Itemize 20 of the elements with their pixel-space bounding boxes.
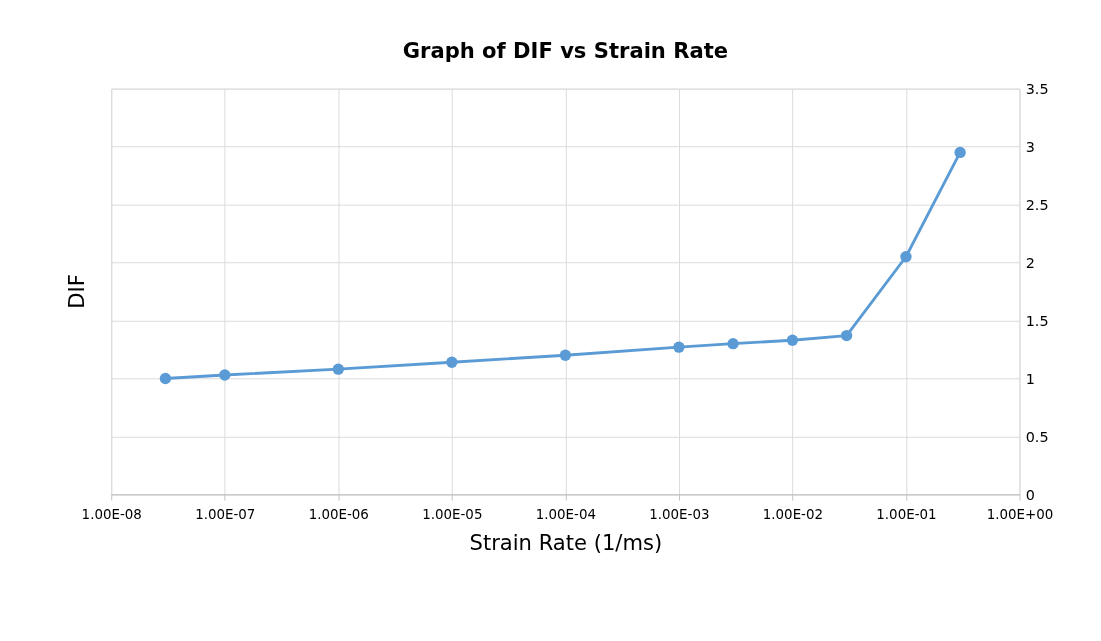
x-tick-label: 1.00E-04: [535, 506, 596, 522]
x-tick-label: 1.00E-06: [308, 506, 369, 522]
x-tick-label: 1.00E-01: [876, 506, 937, 522]
y-tick-label: 1: [1025, 370, 1035, 387]
y-tick-label: 0.5: [1025, 428, 1049, 445]
x-tick-label: 1.00E-03: [649, 506, 710, 522]
y-tick-label: 1.5: [1025, 312, 1049, 329]
x-tick-label: 1.00E-08: [81, 506, 142, 522]
y-axis-title: DIF: [64, 274, 90, 309]
x-tick-label: 1.00E-05: [422, 506, 483, 522]
y-tick-label: 0: [1025, 486, 1035, 503]
y-tick-label: 2.5: [1025, 196, 1049, 213]
y-tick-label: 3: [1025, 138, 1035, 155]
y-tick-label: 2: [1025, 254, 1035, 271]
chart-title: Graph of DIF vs Strain Rate: [402, 37, 729, 63]
y-tick-label: 3.5: [1025, 80, 1049, 97]
x-tick-label: 1.00E-02: [762, 506, 824, 522]
x-tick-label: 1.00E-07: [195, 506, 256, 522]
x-tick-label: 1.00E+00: [986, 506, 1054, 522]
x-axis-title: Strain Rate (1/ms): [469, 529, 663, 555]
